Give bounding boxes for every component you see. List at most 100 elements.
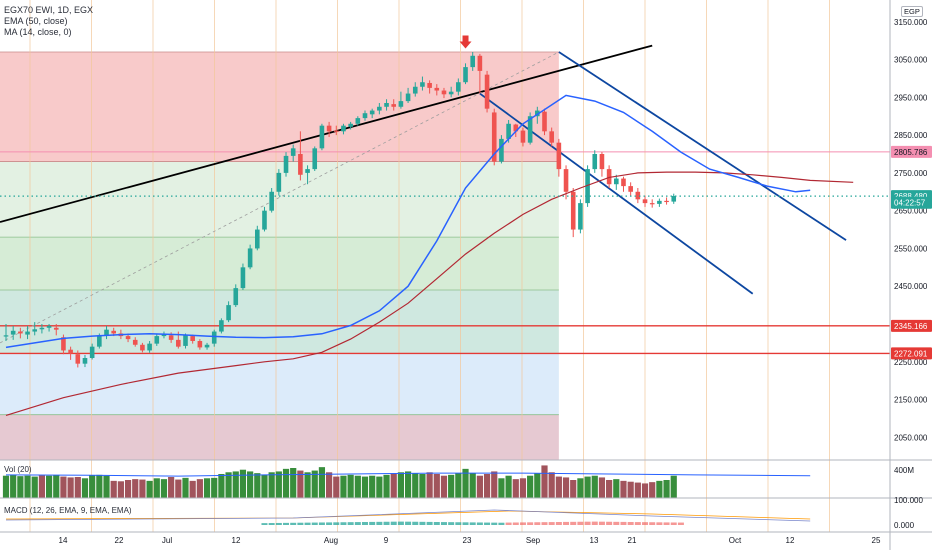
candle-62 (448, 86, 454, 98)
volume-legend[interactable]: Vol (20) (4, 465, 32, 474)
candle-60 (434, 84, 440, 96)
fib-band-0 (0, 52, 559, 162)
candle-3 (25, 325, 30, 340)
volume-bar-37 (268, 472, 275, 498)
candle-body (484, 74, 490, 109)
volume-bar-60 (433, 474, 440, 498)
channel-line-1 (479, 92, 754, 295)
candle-51 (369, 108, 375, 119)
candle-body (290, 148, 296, 156)
candle-1 (10, 325, 16, 340)
candle-body (219, 320, 224, 332)
candle-body (348, 123, 353, 127)
candle-body (25, 331, 30, 335)
volume-bar-55 (397, 472, 404, 498)
macd-hist-58 (419, 521, 426, 525)
candle-body (434, 87, 440, 91)
candle-11 (82, 354, 88, 368)
candle-body (18, 331, 23, 334)
candle-body (154, 336, 160, 344)
chart-legend: EGX70 EWI, 1D, EGX EMA (50, close) MA (1… (4, 5, 93, 38)
volume-bar-39 (282, 468, 290, 498)
symbol-label[interactable]: EGX70 EWI, 1D, EGX (4, 5, 94, 15)
volume-bar-78 (562, 477, 570, 498)
volume-bar-72 (519, 478, 527, 498)
channel-line-0 (558, 51, 847, 241)
volume-bar-68 (491, 471, 498, 498)
volume-bar-73 (527, 475, 534, 498)
candle-body (333, 130, 339, 132)
ema-legend[interactable]: EMA (50, close) (4, 16, 68, 26)
macd-hist-93 (670, 522, 677, 525)
volume-bar-31 (225, 472, 232, 498)
candle-32 (233, 284, 239, 307)
candle-body (46, 325, 52, 328)
candle-body (628, 186, 633, 192)
price-label-bg-0 (891, 145, 932, 158)
volume-bar-34 (247, 471, 254, 498)
candle-92 (664, 197, 669, 205)
y-tick-label: 2650.000 (894, 207, 928, 216)
volume-bar-17 (124, 480, 132, 498)
volume-bar-77 (555, 476, 562, 498)
candle-28 (204, 342, 210, 350)
candle-22 (161, 331, 167, 339)
candle-2 (18, 327, 23, 339)
candle-49 (355, 116, 361, 126)
volume-pane (0, 459, 932, 498)
candle-14 (104, 325, 109, 340)
macd-legend[interactable]: MACD (12, 26, EMA, 9, EMA, EMA) (4, 506, 132, 515)
candle-body (68, 349, 73, 354)
macd-hist-56 (405, 521, 412, 525)
volume-bar-44 (318, 467, 326, 498)
price-axis: 3150.000 3050.000 2950.000 2850.000 2750.000… (889, 0, 932, 550)
candle-body (240, 267, 246, 289)
volume-bar-21 (153, 478, 160, 498)
macd-hist-59 (426, 521, 433, 525)
candle-34 (247, 244, 253, 270)
ma-legend[interactable]: MA (14, close, 0) (4, 27, 72, 37)
candle-body (283, 155, 289, 173)
candle-54 (391, 99, 397, 111)
candle-body (362, 113, 368, 119)
candle-76 (549, 127, 554, 147)
candle-body (197, 341, 203, 348)
candle-body (614, 178, 619, 185)
macd-hist-60 (433, 522, 440, 525)
currency-badge[interactable]: EGP (901, 6, 923, 17)
candle-48 (348, 121, 353, 130)
macd-hist-48 (347, 522, 354, 525)
volume-bar-84 (606, 480, 613, 498)
x-tick-label: Oct (729, 536, 742, 545)
x-tick-label: 14 (59, 536, 68, 545)
volume-bar-1 (10, 474, 17, 498)
y-tick-label: 2750.000 (894, 169, 928, 178)
volume-bar-67 (483, 474, 491, 498)
vertical-grid (29, 0, 830, 532)
candle-body (657, 200, 662, 204)
macd-hist-83 (598, 521, 605, 525)
candle-body (132, 339, 138, 345)
macd-hist-76 (548, 522, 555, 525)
macd-hist-53 (383, 521, 390, 525)
candle-37 (269, 188, 274, 213)
candle-body (499, 138, 504, 162)
volume-bar-6 (45, 475, 53, 498)
volume-bar-82 (591, 475, 598, 498)
volume-bar-92 (663, 480, 670, 498)
candle-body (649, 203, 655, 205)
candle-body (420, 82, 425, 87)
candle-56 (405, 87, 411, 103)
x-tick-label: 21 (628, 536, 637, 545)
candle-body (168, 335, 174, 340)
candle-body (262, 210, 267, 230)
x-tick-label: 9 (384, 536, 389, 545)
macd-hist-75 (541, 522, 548, 525)
y-tick-label: 3050.000 (894, 56, 928, 65)
volume-bar-88 (634, 482, 641, 498)
x-tick-label: 12 (232, 536, 241, 545)
candle-12 (89, 343, 95, 360)
volume-ma-line (5, 472, 811, 477)
macd-hist-68 (491, 522, 498, 525)
volume-bar-28 (203, 478, 211, 498)
